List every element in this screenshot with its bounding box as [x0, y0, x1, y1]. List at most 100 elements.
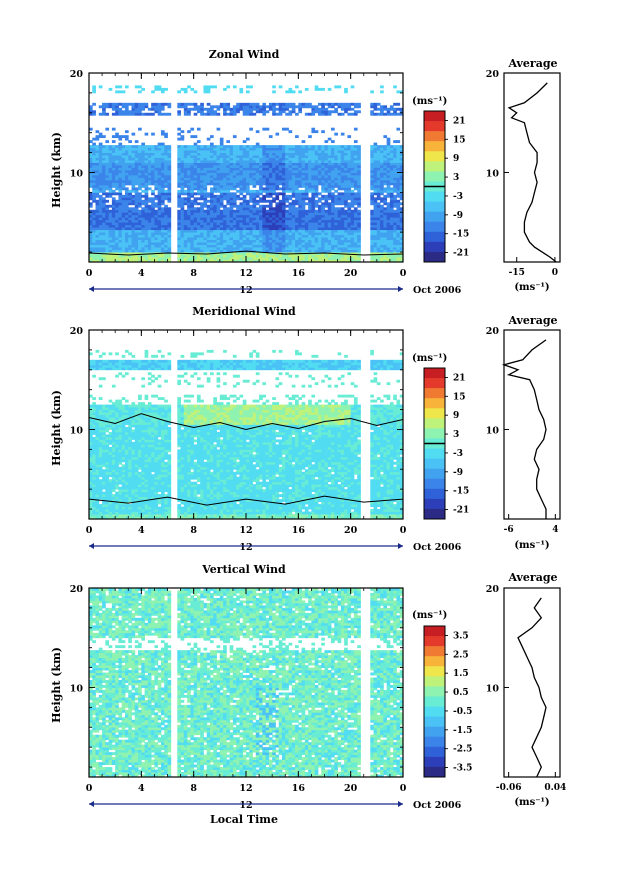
heatmap-cell	[194, 108, 198, 111]
heatmap-cell	[194, 182, 198, 185]
heatmap-cell	[200, 185, 204, 188]
heatmap-cell	[138, 237, 142, 240]
heatmap-cell	[272, 235, 276, 238]
heatmap-cell	[230, 247, 234, 250]
heatmap-cell	[207, 192, 211, 195]
heatmap-cell	[181, 150, 185, 153]
heatmap-cell	[226, 195, 230, 198]
heatmap-cell	[380, 168, 384, 171]
heatmap-cell	[243, 110, 247, 113]
heatmap-cell	[331, 158, 335, 161]
heatmap-cell	[295, 105, 299, 108]
heatmap-cell	[99, 509, 103, 512]
heatmap-cell	[279, 148, 283, 151]
heatmap-cell	[289, 145, 293, 148]
heatmap-cell	[318, 103, 322, 106]
heatmap-cell	[118, 227, 122, 230]
heatmap-cell	[302, 257, 306, 260]
heatmap-cell	[328, 232, 332, 235]
heatmap-cell	[315, 200, 319, 203]
heatmap-cell	[105, 158, 109, 161]
heatmap-cell	[181, 182, 185, 185]
heatmap-cell	[132, 175, 136, 178]
heatmap-cell	[246, 252, 250, 255]
heatmap-cell	[138, 220, 142, 223]
heatmap-cell	[99, 227, 103, 230]
heatmap-cell	[331, 140, 335, 143]
heatmap-cell	[122, 227, 126, 230]
heatmap-cell	[96, 180, 100, 183]
heatmap-cell	[383, 207, 387, 210]
heatmap-cell	[197, 163, 201, 166]
heatmap-cell	[279, 257, 283, 260]
heatmap-cell	[105, 220, 109, 223]
heatmap-cell	[128, 145, 132, 148]
heatmap-cell	[197, 242, 201, 245]
heatmap-cell	[109, 230, 113, 233]
heatmap-cell	[302, 237, 306, 240]
heatmap-cell	[249, 207, 253, 210]
heatmap-cell	[357, 195, 361, 198]
heatmap-cell	[217, 128, 221, 131]
heatmap-cell	[184, 190, 188, 193]
heatmap-cell	[158, 232, 162, 235]
heatmap-cell	[256, 227, 260, 230]
heatmap-cell	[295, 135, 299, 138]
heatmap-cell	[96, 207, 100, 210]
heatmap-cell	[210, 135, 214, 138]
heatmap-cell	[311, 182, 315, 185]
heatmap-cell	[269, 212, 273, 215]
heatmap-cell	[279, 222, 283, 225]
heatmap-cell	[341, 133, 345, 136]
heatmap-cell	[315, 195, 319, 198]
heatmap-cell	[236, 205, 240, 208]
heatmap-cell	[387, 180, 391, 183]
heatmap-cell	[344, 103, 348, 106]
heatmap-cell	[357, 202, 361, 205]
heatmap-cell	[259, 207, 263, 210]
heatmap-cell	[112, 212, 116, 215]
heatmap-cell	[239, 217, 243, 220]
heatmap-cell	[122, 160, 126, 163]
heatmap-cell	[272, 257, 276, 260]
heatmap-cell	[168, 232, 172, 235]
heatmap-cell	[138, 210, 142, 213]
heatmap-cell	[275, 158, 279, 161]
heatmap-cell	[282, 217, 286, 220]
heatmap-cell	[354, 210, 358, 213]
heatmap-cell	[109, 192, 113, 195]
heatmap-cell	[223, 158, 227, 161]
heatmap-cell	[115, 247, 119, 250]
heatmap-cell	[328, 227, 332, 230]
heatmap-cell	[239, 170, 243, 173]
heatmap-cell	[243, 108, 247, 111]
heatmap-cell	[383, 175, 387, 178]
heatmap-cell	[377, 172, 381, 175]
heatmap-cell	[289, 130, 293, 133]
heatmap-cell	[154, 155, 158, 158]
heatmap-cell	[168, 240, 172, 243]
zonal-average-title: Average	[507, 57, 557, 70]
heatmap-cell	[253, 145, 257, 148]
heatmap-cell	[380, 225, 384, 228]
heatmap-cell	[338, 220, 342, 223]
heatmap-cell	[387, 153, 391, 156]
heatmap-cell	[233, 172, 237, 175]
heatmap-cell	[161, 247, 165, 250]
heatmap-cell	[279, 155, 283, 158]
heatmap-cell	[213, 148, 217, 151]
heatmap-cell	[354, 103, 358, 106]
heatmap-cell	[334, 190, 338, 193]
heatmap-cell	[328, 202, 332, 205]
heatmap-cell	[203, 180, 207, 183]
heatmap-cell	[338, 105, 342, 108]
heatmap-cell	[187, 160, 191, 163]
heatmap-cell	[187, 205, 191, 208]
heatmap-cell	[99, 507, 103, 510]
heatmap-cell	[239, 168, 243, 171]
heatmap-cell	[96, 170, 100, 173]
heatmap-cell	[223, 110, 227, 113]
heatmap-cell	[135, 247, 139, 250]
heatmap-cell	[292, 210, 296, 213]
heatmap-cell	[393, 185, 397, 188]
